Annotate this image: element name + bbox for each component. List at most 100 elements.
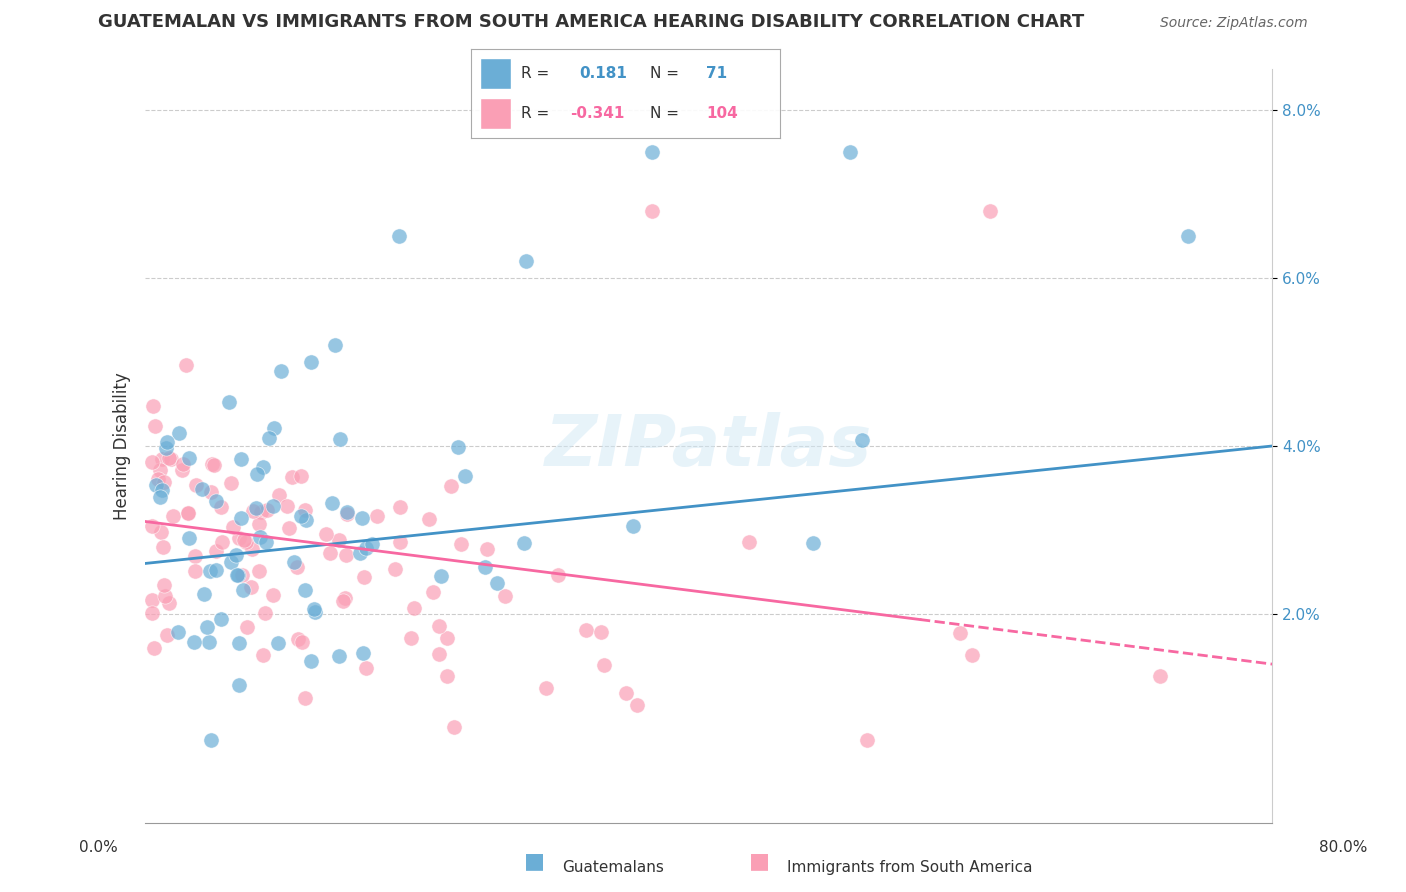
Point <box>388 229 411 244</box>
Text: 0.181: 0.181 <box>579 66 627 80</box>
Point <box>235 535 257 549</box>
Point <box>209 500 232 515</box>
Point <box>236 620 259 634</box>
Point <box>263 421 285 435</box>
Point <box>512 536 534 550</box>
Point <box>252 459 274 474</box>
Point <box>228 531 250 545</box>
Point <box>249 530 271 544</box>
Point <box>354 541 377 555</box>
Point <box>614 686 637 700</box>
Point <box>299 654 322 668</box>
Point <box>621 519 644 533</box>
Point <box>184 478 207 492</box>
Point <box>389 534 412 549</box>
Point <box>229 452 252 467</box>
Point <box>960 648 983 662</box>
Point <box>177 450 200 465</box>
Point <box>838 145 860 160</box>
Point <box>172 457 194 471</box>
Text: Immigrants from South America: Immigrants from South America <box>787 860 1033 874</box>
Point <box>143 640 166 655</box>
Point <box>162 508 184 523</box>
Point <box>436 668 458 682</box>
Point <box>155 441 177 455</box>
Text: ZIPatlas: ZIPatlas <box>546 411 872 481</box>
Point <box>193 587 215 601</box>
Point <box>267 636 290 650</box>
Point <box>851 433 873 447</box>
Point <box>949 626 972 640</box>
Point <box>256 502 278 516</box>
Point <box>263 499 285 513</box>
Text: Guatemalans: Guatemalans <box>562 860 664 874</box>
Point <box>399 632 422 646</box>
Point <box>205 493 228 508</box>
Point <box>152 540 174 554</box>
Point <box>427 647 450 661</box>
Point <box>277 521 299 535</box>
Point <box>281 469 304 483</box>
Point <box>321 496 343 510</box>
Point <box>641 204 664 219</box>
Point <box>352 646 374 660</box>
Point <box>534 681 557 695</box>
Point <box>205 563 228 577</box>
Point <box>145 478 167 492</box>
Point <box>231 568 253 582</box>
Point <box>269 488 291 502</box>
Point <box>276 500 298 514</box>
Point <box>177 507 200 521</box>
Point <box>366 509 388 524</box>
Point <box>177 531 200 545</box>
Point <box>336 505 359 519</box>
Point <box>176 506 198 520</box>
Point <box>593 657 616 672</box>
Point <box>294 513 316 527</box>
Bar <box>481 58 512 89</box>
Point <box>246 467 269 481</box>
Point <box>191 482 214 496</box>
Point <box>200 732 222 747</box>
Point <box>262 588 284 602</box>
Point <box>304 605 326 619</box>
Point <box>156 435 179 450</box>
Point <box>450 537 472 551</box>
Point <box>335 548 357 562</box>
Point <box>232 582 254 597</box>
Point <box>169 425 191 440</box>
Point <box>170 463 193 477</box>
Point <box>184 549 207 563</box>
Point <box>159 452 181 467</box>
Point <box>250 505 273 519</box>
Point <box>856 732 879 747</box>
Point <box>515 254 537 268</box>
Point <box>294 690 316 705</box>
Text: 80.0%: 80.0% <box>1319 840 1367 855</box>
Point <box>285 560 308 574</box>
Point <box>150 452 173 467</box>
Point <box>231 511 253 525</box>
Point <box>183 635 205 649</box>
Point <box>641 145 664 160</box>
Point <box>142 399 165 413</box>
Point <box>254 534 277 549</box>
Text: 71: 71 <box>706 66 727 80</box>
Point <box>443 720 465 734</box>
Text: R =: R = <box>520 66 548 80</box>
Point <box>486 576 509 591</box>
Point <box>153 475 176 489</box>
Point <box>440 479 463 493</box>
Point <box>315 527 337 541</box>
Point <box>254 606 277 620</box>
Text: -0.341: -0.341 <box>569 106 624 120</box>
Point <box>141 455 163 469</box>
Point <box>228 678 250 692</box>
Point <box>388 500 411 514</box>
Point <box>201 458 224 472</box>
Point <box>270 364 292 378</box>
Point <box>202 458 225 472</box>
Point <box>225 548 247 562</box>
Point <box>589 625 612 640</box>
Point <box>176 358 198 372</box>
